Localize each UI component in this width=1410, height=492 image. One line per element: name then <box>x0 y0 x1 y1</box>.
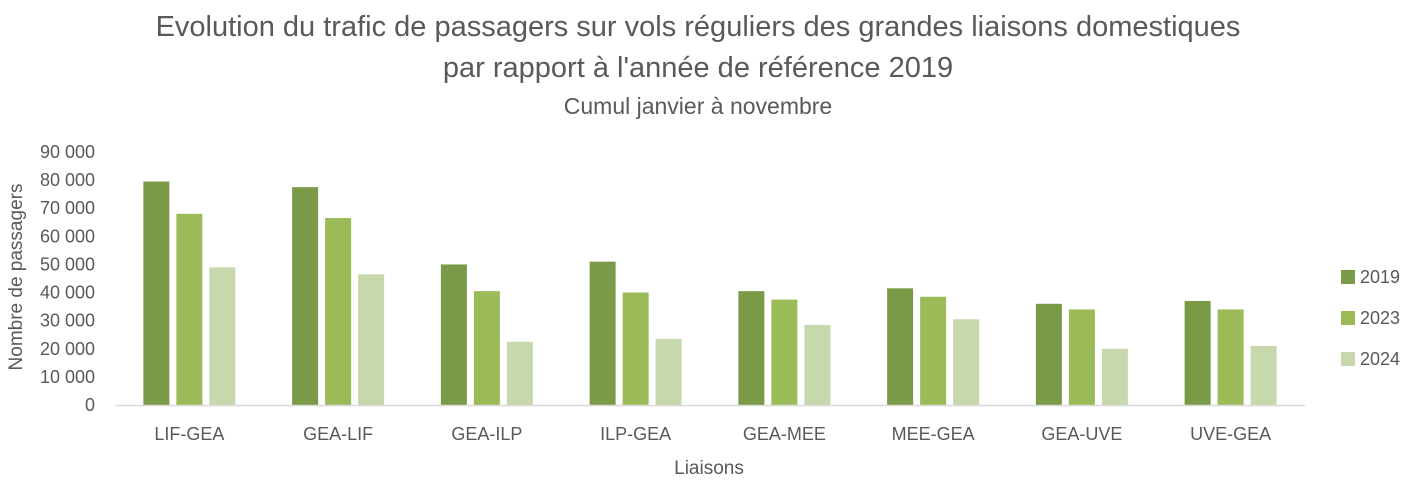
y-tick-label: 30 000 <box>40 311 95 331</box>
y-tick-label: 60 000 <box>40 226 95 246</box>
legend-label-2023: 2023 <box>1360 308 1400 328</box>
bar-2024-uve-gea <box>1250 345 1277 405</box>
y-tick-label: 40 000 <box>40 283 95 303</box>
legend: 2019 2023 2024 <box>1341 267 1400 369</box>
y-tick-label: 50 000 <box>40 254 95 274</box>
x-tick-label: GEA-ILP <box>451 424 522 444</box>
x-tick-label: GEA-MEE <box>743 424 826 444</box>
legend-swatch-2023 <box>1341 311 1355 325</box>
y-axis-title: Nombre de passagers <box>6 184 27 371</box>
bar-2019-gea-uve <box>1035 303 1062 405</box>
bar-2019-mee-gea <box>887 288 914 405</box>
x-tick-label: LIF-GEA <box>154 424 224 444</box>
legend-label-2024: 2024 <box>1360 349 1400 369</box>
bar-2019-gea-lif <box>292 187 319 405</box>
bar-2019-gea-ilp <box>440 264 467 405</box>
bar-2024-lif-gea <box>209 267 236 405</box>
x-tick-label: ILP-GEA <box>600 424 671 444</box>
x-tick-label: GEA-UVE <box>1041 424 1122 444</box>
y-tick-label: 80 000 <box>40 170 95 190</box>
bar-2019-lif-gea <box>143 181 170 405</box>
x-tick-label: GEA-LIF <box>303 424 373 444</box>
bar-2023-ilp-gea <box>622 292 649 405</box>
y-tick-label: 10 000 <box>40 367 95 387</box>
legend-swatch-2019 <box>1341 270 1355 284</box>
bar-2023-gea-ilp <box>473 291 500 405</box>
x-ticks-group: LIF-GEA GEA-LIF GEA-ILP ILP-GEA GEA-MEE MEE-G… <box>154 424 1271 444</box>
bar-2023-gea-mee <box>771 299 798 405</box>
legend-swatch-2024 <box>1341 352 1355 366</box>
y-tick-label: 90 000 <box>40 142 95 162</box>
chart-subtitle: Cumul janvier à novembre <box>564 93 832 119</box>
bar-2019-uve-gea <box>1184 300 1211 405</box>
chart-title: Evolution du trafic de passagers sur vol… <box>156 11 1241 43</box>
bar-2023-uve-gea <box>1217 309 1244 405</box>
bar-2024-gea-mee <box>804 324 831 405</box>
y-tick-label: 0 <box>85 395 95 415</box>
bar-2019-gea-mee <box>738 291 765 405</box>
y-ticks-group: 0 10 000 20 000 30 000 40 000 50 000 60 000 70 … <box>40 142 95 415</box>
bars-group <box>143 181 1277 405</box>
bar-2024-mee-gea <box>953 319 980 405</box>
chart-title-line2: par rapport à l'année de référence 2019 <box>443 52 953 84</box>
y-tick-label: 70 000 <box>40 198 95 218</box>
bar-2023-lif-gea <box>176 213 203 405</box>
bar-2024-gea-lif <box>358 274 385 405</box>
legend-label-2019: 2019 <box>1360 267 1400 287</box>
bar-2024-ilp-gea <box>655 338 682 405</box>
bar-2024-gea-ilp <box>506 341 533 405</box>
bar-2023-gea-lif <box>325 218 352 405</box>
x-tick-label: MEE-GEA <box>892 424 975 444</box>
y-tick-label: 20 000 <box>40 339 95 359</box>
x-axis-title: Liaisons <box>674 458 744 479</box>
bar-2024-gea-uve <box>1101 348 1128 405</box>
bar-2023-mee-gea <box>920 296 947 405</box>
bar-2019-ilp-gea <box>589 261 616 405</box>
bar-2023-gea-uve <box>1068 309 1095 405</box>
x-tick-label: UVE-GEA <box>1190 424 1271 444</box>
